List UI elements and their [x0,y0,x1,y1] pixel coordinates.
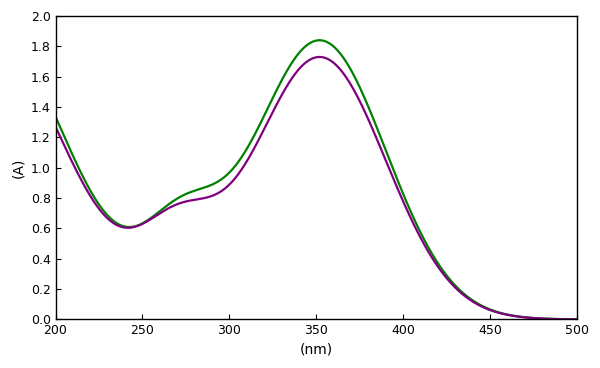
X-axis label: (nm): (nm) [299,343,333,357]
Y-axis label: (A): (A) [11,158,25,178]
